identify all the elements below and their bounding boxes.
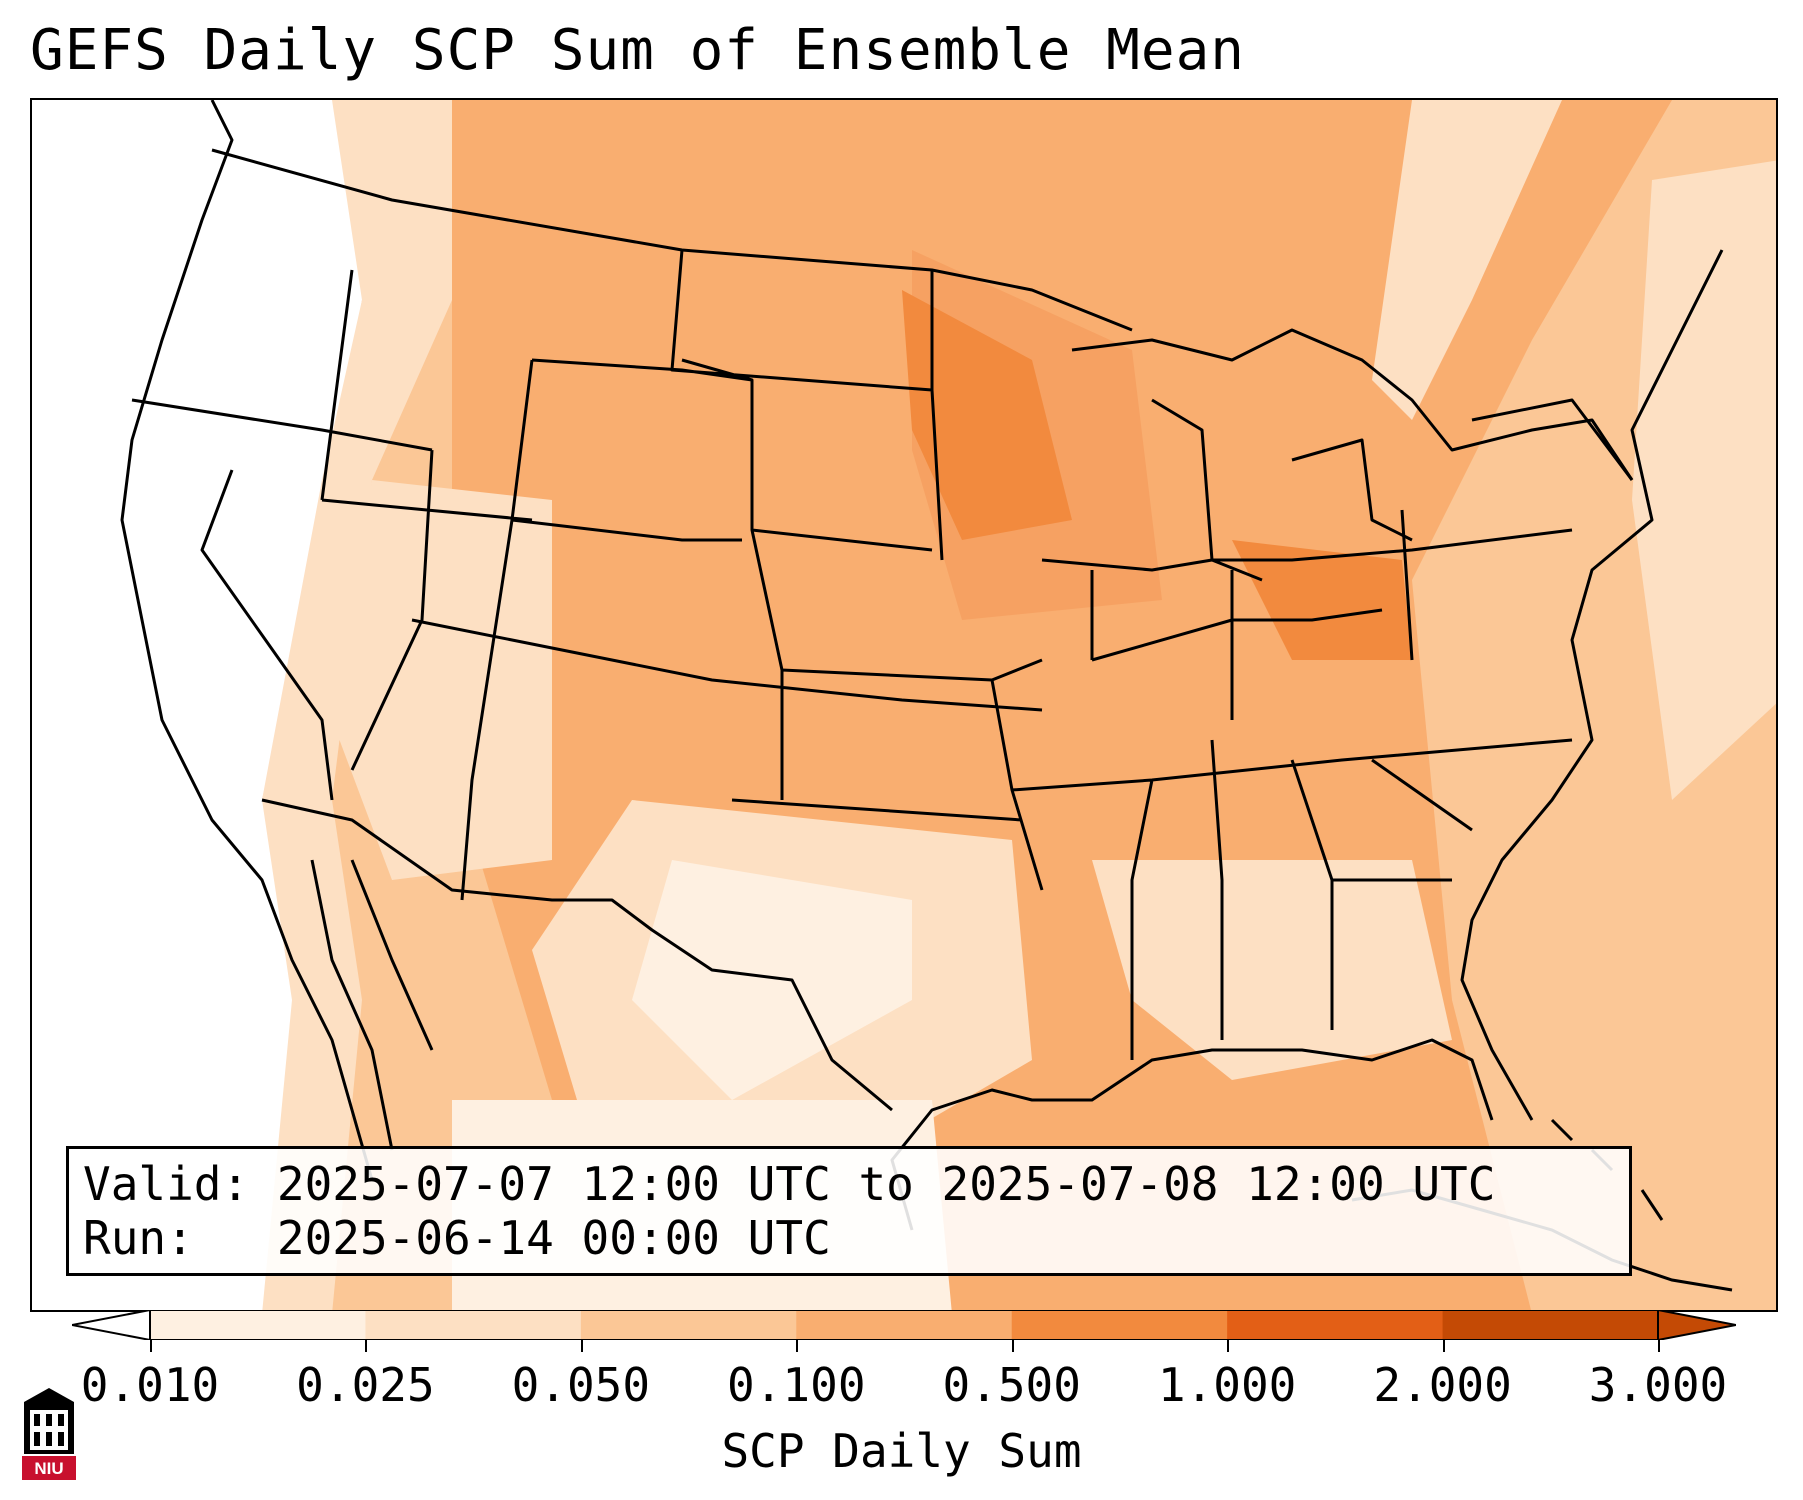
colorbar-tick-label: 2.000 — [1373, 1358, 1512, 1412]
colorbar-segment — [1442, 1310, 1659, 1340]
colorbar-segment — [796, 1310, 1013, 1340]
valid-label: Valid: — [83, 1157, 250, 1211]
colorbar — [72, 1310, 1736, 1340]
colorbar-tick-mark — [1227, 1340, 1230, 1352]
field-ohio-valley — [1232, 540, 1412, 660]
atlantic-coast-outline — [1460, 249, 1724, 1121]
colorbar-tick-mark — [150, 1340, 152, 1352]
colorbar-tick-mark — [1442, 1340, 1445, 1352]
state-lines — [131, 249, 1634, 1060]
scp-field-map — [32, 100, 1776, 1310]
colorbar-outline — [149, 1310, 1659, 1340]
colorbar-segments — [150, 1310, 1659, 1340]
colorbar-segment — [365, 1310, 582, 1340]
field-west-light — [262, 100, 452, 1310]
field-southeast — [1092, 860, 1452, 1080]
map-outlines — [120, 100, 1724, 1231]
colorbar-tick-mark — [796, 1340, 799, 1352]
colorbar-under-arrow — [72, 1310, 151, 1340]
colorbar-tick-label: 0.500 — [942, 1358, 1081, 1412]
colorbar-tick-label: 3.000 — [1588, 1358, 1728, 1412]
great-lakes-outline — [1071, 328, 1634, 582]
run-label: Run: — [83, 1211, 194, 1265]
west-coast-outline — [120, 100, 374, 1181]
colorbar-over-arrow — [1657, 1310, 1736, 1340]
field-upper-midwest-core — [902, 290, 1072, 540]
colorbar-tick-mark — [1011, 1340, 1014, 1352]
gulf-coast-outline — [890, 1038, 1494, 1231]
run-value: 2025-06-14 00:00 UTC — [276, 1211, 831, 1265]
map-panel — [30, 98, 1778, 1312]
canada-border — [211, 148, 1133, 332]
colorbar-tick-mark — [365, 1340, 368, 1352]
colorbar-tick-label: 1.000 — [1157, 1358, 1297, 1412]
colorbar-segment — [1227, 1310, 1444, 1340]
colorbar-segment — [580, 1310, 797, 1340]
colorbar-tick-mark — [1658, 1340, 1660, 1352]
field-northeast-light — [1372, 100, 1562, 420]
colorbar-tick-mark — [580, 1340, 583, 1352]
colorbar-tick-label: 0.025 — [296, 1358, 435, 1412]
niu-logo-icon: NIU — [22, 1388, 76, 1480]
colorbar-segment — [150, 1310, 366, 1340]
colorbar-tick-label: 0.050 — [511, 1358, 651, 1412]
mexico-border — [261, 798, 893, 1112]
valid-run-box: Valid: 2025-07-07 12:00 UTC to 2025-07-0… — [66, 1146, 1632, 1276]
valid-value: 2025-07-07 12:00 UTC to 2025-07-08 12:00… — [276, 1157, 1496, 1211]
field-atlantic-light — [1632, 160, 1776, 800]
baja-outline — [310, 859, 434, 1151]
field-great-basin — [332, 480, 552, 880]
svg-text:NIU: NIU — [34, 1459, 63, 1478]
colorbar-tick-label: 0.010 — [80, 1358, 220, 1412]
colorbar-segment — [1011, 1310, 1228, 1340]
map-title: GEFS Daily SCP Sum of Ensemble Mean — [30, 18, 1246, 83]
colorbar-tick-label: 0.100 — [727, 1358, 866, 1412]
field-west-texas — [632, 860, 912, 1100]
colorbar-label: SCP Daily Sum — [721, 1424, 1082, 1478]
field-west-clear — [32, 100, 432, 1310]
